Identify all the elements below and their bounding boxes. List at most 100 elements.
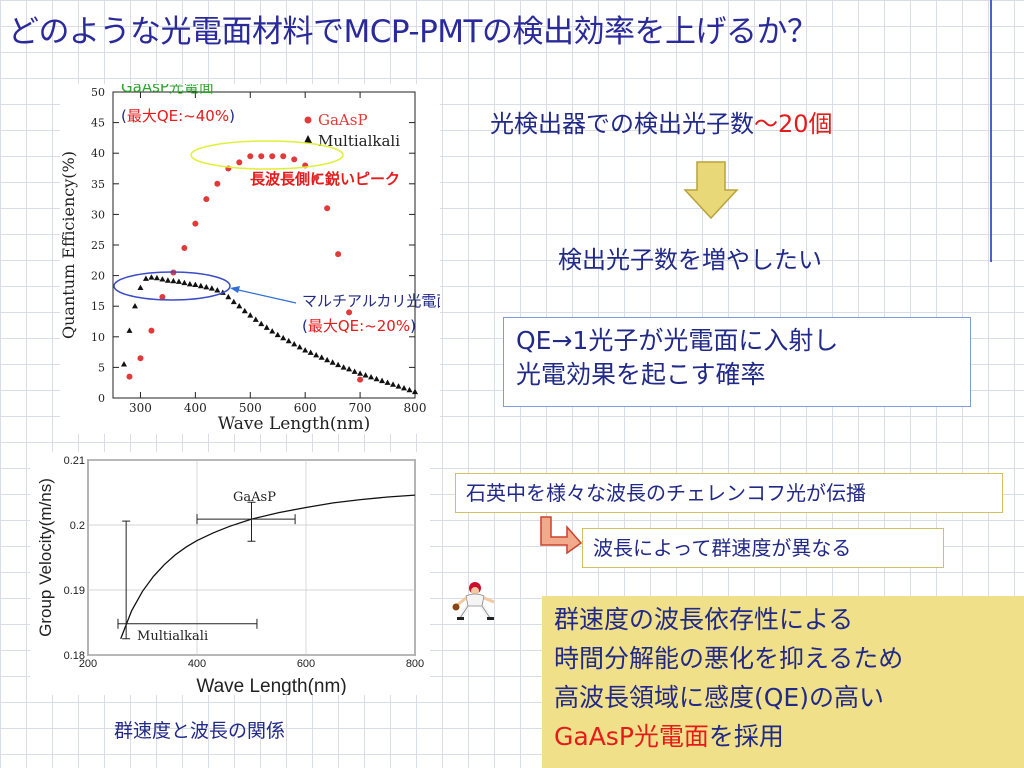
qe-point-multialkali [175, 278, 182, 284]
cherenkov-propagation-box: 石英中を様々な波長のチェレンコフ光が伝播 [455, 473, 1003, 513]
gv-label-gaasp: GaAsP [233, 490, 276, 505]
qe-point-multialkali [170, 277, 177, 284]
gv-x-tick-label: 200 [79, 658, 97, 670]
conclusion-line3: 高波長領域に感度(QE)の高い [554, 683, 884, 712]
down-arrow-icon [683, 161, 739, 220]
qe-point-multialkali [313, 351, 320, 358]
qe-point-gaasp [280, 153, 287, 160]
qe-multi-arrow-line [233, 288, 297, 304]
qe-point-gaasp [291, 156, 298, 163]
slide-title: どのような光電面材料でMCP-PMTの検出効率を上げるか？ [8, 14, 818, 50]
qe-multi-arrow-head [230, 286, 240, 293]
qe-point-multialkali [203, 284, 210, 290]
qe-point-multialkali [390, 381, 397, 387]
gv-y-tick-label: 0.19 [64, 585, 85, 597]
qe-annotation-multi-qe: (最大QE:~20%) [302, 317, 416, 335]
qe-point-multialkali [401, 385, 408, 391]
qe-point-multialkali [318, 354, 325, 360]
conclusion-line2: 時間分解能の悪化を抑えるため [554, 644, 904, 673]
qe-legend-gaasp-label: GaAsP [318, 111, 368, 129]
chart2-caption: 群速度と波長の関係 [114, 720, 286, 742]
qe-y-tick-label: 5 [98, 361, 105, 374]
gv-chart-svg: 0.18 0.19 0.2 0.21 200 400 600 800 Wave Length(n… [36, 455, 424, 697]
qe-point-multialkali [335, 361, 342, 368]
qe-x-tick-label: 600 [294, 401, 317, 415]
qe-point-multialkali [302, 347, 309, 353]
gv-y-tick-label: 0.2 [70, 520, 85, 532]
qe-point-gaasp [258, 153, 265, 160]
qe-point-multialkali [395, 383, 402, 389]
photon-count-line: 光検出器での検出光子数〜20個 [490, 104, 833, 139]
qe-point-multialkali [307, 349, 314, 355]
qe-point-multialkali [230, 298, 237, 305]
qe-point-multialkali [346, 366, 353, 372]
qe-point-multialkali [197, 282, 204, 289]
qe-point-gaasp [214, 180, 221, 187]
qe-y-tick-label: 20 [91, 270, 105, 283]
qe-point-gaasp [148, 327, 155, 334]
qe-y-tick-label: 10 [91, 331, 105, 344]
group-velocity-differs-box: 波長によって群速度が異なる [582, 528, 944, 568]
qe-y-axis-label: Quantum Efficiency(%) [60, 151, 78, 339]
qe-y-tick-label: 0 [98, 392, 105, 405]
gv-y-axis-label: Group Velocity(m/ns) [36, 478, 55, 637]
qe-peak-ellipse [190, 140, 344, 170]
qe-x-tick-label: 500 [239, 401, 262, 415]
qe-point-multialkali [148, 274, 155, 280]
qe-point-multialkali [296, 344, 303, 350]
group-velocity-chart: 0.18 0.19 0.2 0.21 200 400 600 800 Wave Length(n… [30, 452, 430, 697]
qe-point-multialkali [412, 388, 418, 395]
qe-multi-ellipse [113, 271, 231, 301]
decor-vertical-line [990, 0, 992, 262]
qe-y-tick-label: 15 [91, 300, 105, 313]
qe-annotation-peak-note: 長波長側に鋭いピーク [250, 170, 400, 188]
conclusion-box: 群速度の波長依存性による 時間分解能の悪化を抑えるため 高波長領域に感度(QE)… [542, 596, 1024, 768]
gv-x-tick-label: 800 [406, 658, 424, 670]
qe-point-multialkali [329, 359, 336, 365]
qe-point-gaasp [313, 174, 320, 181]
qe-point-gaasp [324, 205, 331, 212]
qe-point-gaasp [346, 309, 353, 316]
qe-point-multialkali [291, 340, 298, 347]
qe-point-multialkali [357, 370, 364, 376]
qe-point-multialkali [159, 276, 166, 282]
qe-point-multialkali [263, 324, 270, 330]
qe-point-multialkali [373, 375, 380, 382]
qe-point-gaasp [192, 220, 199, 227]
qe-point-multialkali [164, 277, 171, 283]
qe-annotation-gaasp-qe: (最大QE:~40%) [121, 107, 235, 125]
qe-point-multialkali [120, 361, 127, 367]
qe-point-gaasp [159, 294, 166, 301]
qe-point-gaasp [247, 153, 254, 160]
qe-point-multialkali [153, 274, 160, 281]
conclusion-gaasp: GaAsP光電面 [554, 722, 709, 751]
qe-annotation-gaasp-label: GaAsP光電面 [121, 84, 214, 96]
qe-point-multialkali [225, 293, 232, 300]
qe-point-multialkali [340, 364, 347, 370]
qe-point-gaasp [137, 355, 144, 362]
qe-point-multialkali [214, 287, 221, 293]
qe-annotation-multi-label: マルチアルカリ光電面 [302, 292, 440, 310]
qe-point-gaasp [126, 373, 133, 380]
qe-point-multialkali [258, 320, 265, 327]
qe-chart: 0 5 10 15 20 25 30 35 40 45 50 300 400 500 600 700 800 Wa… [59, 78, 451, 434]
qe-point-multialkali [384, 379, 391, 385]
qe-point-multialkali [241, 307, 248, 314]
qe-y-tick-label: 35 [91, 178, 105, 191]
qe-point-multialkali [186, 280, 193, 287]
qe-y-tick-label: 30 [91, 208, 105, 221]
qe-annotation-multi-value: 最大QE:~20% [308, 317, 410, 335]
qe-point-multialkali [181, 279, 188, 286]
baseball-player-icon [452, 582, 495, 620]
qe-definition-box: QE→1光子が光電面に入射し 光電効果を起こす確率 [503, 317, 971, 407]
qe-x-axis-label: Wave Length(nm) [218, 414, 371, 434]
increase-photons-text: 検出光子数を増やしたい [558, 246, 822, 274]
qe-point-gaasp [269, 153, 276, 160]
qe-point-multialkali [208, 285, 215, 291]
qe-point-multialkali [368, 373, 375, 380]
qe-legend-multi-label: Multialkali [318, 132, 400, 150]
qe-point-multialkali [274, 331, 281, 338]
qe-point-multialkali [236, 303, 243, 309]
qe-definition-line2: 光電効果を起こす確率 [516, 360, 766, 389]
conclusion-line4: GaAsP光電面を採用 [554, 717, 1012, 756]
